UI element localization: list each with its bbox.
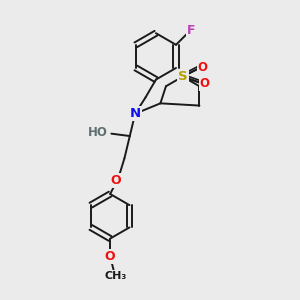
Text: O: O [111, 174, 122, 187]
Text: F: F [187, 24, 195, 37]
Text: N: N [130, 107, 141, 120]
Text: HO: HO [88, 126, 108, 139]
Text: CH₃: CH₃ [104, 271, 127, 281]
Text: O: O [105, 250, 116, 263]
Text: O: O [198, 61, 208, 74]
Text: O: O [200, 77, 210, 90]
Text: S: S [178, 70, 188, 83]
